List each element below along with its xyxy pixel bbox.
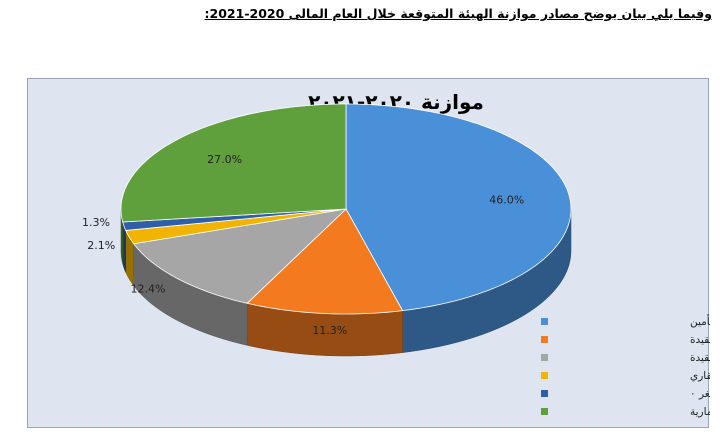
data-label-0: 46.0% bbox=[489, 193, 524, 206]
legend: أنشطة قطاع التأمين اجمالى إيرادات من شركا… bbox=[541, 314, 710, 418]
legend-item-4: التمويل متناهي الصغر ٠ bbox=[690, 388, 710, 400]
data-label-3: 2.1% bbox=[87, 239, 115, 252]
legend-swatch-0 bbox=[541, 318, 548, 325]
pie-top bbox=[120, 103, 572, 315]
pie-sides bbox=[120, 208, 572, 357]
data-labels: 46.0% 11.3% 12.4% 2.1% 1.3% 27.0% bbox=[82, 153, 524, 337]
legend-swatch-3 bbox=[541, 372, 548, 379]
legend-item-0: أنشطة قطاع التأمين bbox=[690, 314, 710, 328]
pie-slice-3 bbox=[125, 208, 347, 245]
data-label-4: 1.3% bbox=[82, 216, 110, 229]
pie-slice-1 bbox=[246, 208, 404, 315]
pie-chart: موازنة ٢٠٢٠-٢٠٢١46.0%11.3%12.4%2.1%1.3%2… bbox=[82, 90, 710, 418]
legend-item-3: أنشطة قطاع التمويل العقاري bbox=[690, 368, 710, 382]
pie-slice-2 bbox=[132, 208, 348, 304]
pie-slice-5 bbox=[120, 103, 347, 223]
legend-item-5: إيرادات أخرى استثمارية bbox=[690, 404, 710, 418]
data-label-2: 12.4% bbox=[131, 283, 166, 296]
pie-slice-0 bbox=[345, 103, 572, 312]
data-label-1: 11.3% bbox=[312, 324, 347, 337]
legend-swatch-4 bbox=[541, 390, 548, 397]
chart-area: موازنة ٢٠٢٠-٢٠٢١ 46.0% 11.3% 12.4% 2.1% 1.3% 2… bbox=[27, 78, 710, 428]
legend-swatch-5 bbox=[541, 408, 548, 415]
legend-swatch-1 bbox=[541, 336, 548, 343]
data-label-5: 27.0% bbox=[207, 153, 242, 166]
legend-item-1: اجمالى إيرادات من شركات مقيدة bbox=[690, 334, 710, 346]
legend-item-2: اجمالى إيرادات من شركات غير مقيدة bbox=[690, 352, 710, 364]
page-heading: وفيما يلي بيان يوضح مصادر موازنة الهيئة … bbox=[204, 6, 712, 21]
legend-swatch-2 bbox=[541, 354, 548, 361]
